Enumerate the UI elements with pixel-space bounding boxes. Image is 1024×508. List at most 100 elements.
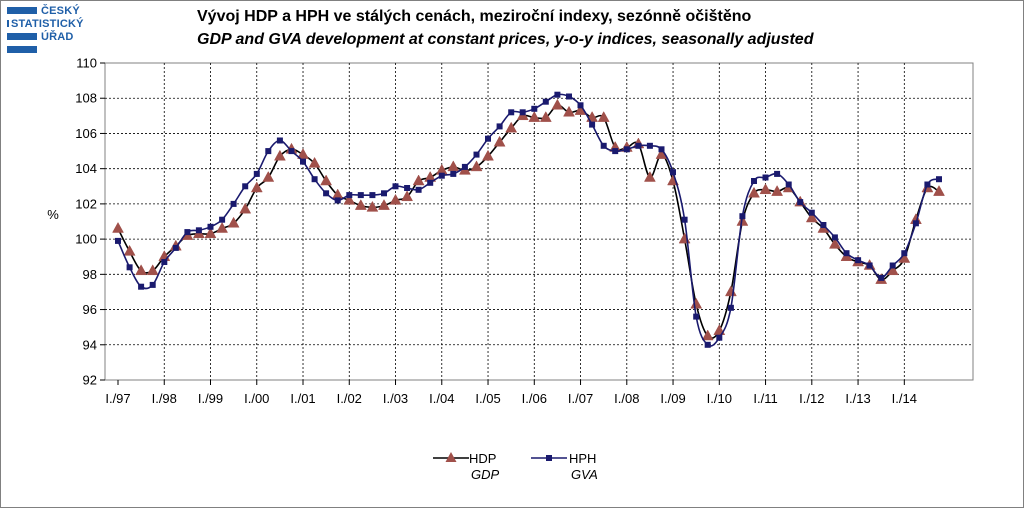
hph-point xyxy=(207,223,214,230)
hph-point xyxy=(300,158,306,165)
hph-point xyxy=(855,257,862,264)
hph-point xyxy=(820,222,827,228)
x-tick-label: I./09 xyxy=(660,391,685,406)
hph-point xyxy=(739,213,746,220)
hph-point xyxy=(253,170,260,177)
hph-point xyxy=(612,148,619,155)
hph-point xyxy=(334,197,341,204)
logo-bar-2 xyxy=(7,20,9,27)
hdp-point xyxy=(354,199,367,210)
hph-point xyxy=(762,174,769,181)
y-tick-label: 100 xyxy=(75,232,97,247)
y-tick-label: 108 xyxy=(75,91,97,106)
hph-point xyxy=(230,200,237,207)
logo-bar-1 xyxy=(7,7,37,14)
hdp-point xyxy=(112,221,124,233)
hph-point xyxy=(670,169,676,176)
hph-point xyxy=(369,192,376,199)
hph-point xyxy=(878,274,885,281)
hph-point xyxy=(161,259,168,265)
hph-point xyxy=(623,146,630,153)
hph-point xyxy=(635,142,642,149)
hph-point xyxy=(901,250,908,257)
hdp-point xyxy=(551,98,564,110)
hdp-point xyxy=(308,156,321,168)
hdp-point xyxy=(597,111,610,122)
hph-point xyxy=(392,183,399,190)
x-tick-label: I./08 xyxy=(614,391,639,406)
x-tick-label: I./99 xyxy=(198,391,223,406)
hdp-point xyxy=(262,170,275,182)
hdp-point xyxy=(239,202,252,214)
x-tick-label: I./00 xyxy=(244,391,269,406)
x-tick-label: I./04 xyxy=(429,391,454,406)
hdp-point xyxy=(366,200,379,212)
x-tick-label: I./05 xyxy=(475,391,500,406)
x-tick-label: I./13 xyxy=(845,391,870,406)
x-tick-label: I./02 xyxy=(337,391,362,406)
hph-point xyxy=(566,93,572,100)
hdp-point xyxy=(933,185,945,196)
hph-point xyxy=(600,142,607,149)
x-tick-label: I./12 xyxy=(799,391,824,406)
hdp-point xyxy=(250,181,263,193)
hdp-point xyxy=(216,221,229,233)
hph-point xyxy=(265,148,272,155)
hph-point xyxy=(646,142,653,149)
hdp-point xyxy=(123,244,136,256)
hph-point xyxy=(138,283,145,290)
plot-area xyxy=(104,62,974,381)
hph-point xyxy=(889,262,896,269)
hph-point xyxy=(242,183,249,190)
hdp-point xyxy=(493,135,506,147)
hph-point xyxy=(924,181,931,188)
legend-label-hph: HPH xyxy=(569,451,596,466)
hdp-point xyxy=(828,237,841,249)
hph-point xyxy=(438,172,445,179)
hdp-point xyxy=(563,105,575,117)
legend-label-hdp: HDP xyxy=(469,451,496,466)
hdp-point xyxy=(401,190,414,202)
hph-point xyxy=(427,179,434,186)
hph-point xyxy=(658,146,665,153)
hdp-point xyxy=(389,193,402,205)
hph-point xyxy=(716,334,723,341)
hdp-point xyxy=(528,111,541,122)
y-tick-label: 96 xyxy=(83,302,97,317)
hph-point xyxy=(727,304,734,311)
hph-point xyxy=(531,105,538,112)
hdp-point xyxy=(805,211,818,223)
hph-point xyxy=(357,192,364,199)
hph-point xyxy=(381,190,387,197)
hdp-point xyxy=(378,199,390,210)
hph-point xyxy=(542,98,549,105)
hph-point xyxy=(404,185,411,191)
hph-point xyxy=(276,137,283,144)
hdp-point xyxy=(204,227,217,239)
logo-line-2: STATISTICKÝ xyxy=(11,18,84,30)
hph-point xyxy=(450,170,457,177)
hph-point xyxy=(496,123,503,130)
x-tick-label: I./06 xyxy=(522,391,547,406)
hph-point xyxy=(519,109,526,116)
y-axis-label: % xyxy=(47,207,59,222)
hdp-point xyxy=(227,216,240,228)
hph-point xyxy=(415,186,422,193)
x-tick-label: I./01 xyxy=(290,391,315,406)
hph-point xyxy=(554,91,561,98)
hph-point xyxy=(936,176,942,183)
x-tick-label: I./98 xyxy=(152,391,177,406)
hdp-point xyxy=(343,193,356,205)
hph-point xyxy=(797,199,804,206)
x-tick-label: I./97 xyxy=(105,391,130,406)
y-tick-label: 106 xyxy=(75,126,97,141)
hph-point xyxy=(704,341,711,348)
hph-point xyxy=(577,102,584,109)
hph-point xyxy=(311,176,318,183)
hph-point xyxy=(912,220,919,227)
x-tick-label: I./10 xyxy=(707,391,732,406)
hph-point xyxy=(693,313,700,320)
hph-point xyxy=(323,190,330,197)
